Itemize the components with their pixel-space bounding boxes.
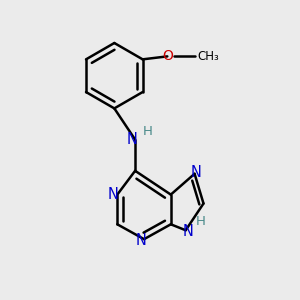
Text: N: N	[190, 165, 202, 180]
Text: H: H	[196, 215, 206, 228]
Text: N: N	[126, 132, 137, 147]
Text: O: O	[163, 50, 173, 63]
Text: N: N	[136, 233, 146, 248]
Text: N: N	[107, 187, 118, 202]
Text: N: N	[183, 224, 194, 239]
Text: CH₃: CH₃	[198, 50, 219, 63]
Text: H: H	[143, 125, 153, 138]
